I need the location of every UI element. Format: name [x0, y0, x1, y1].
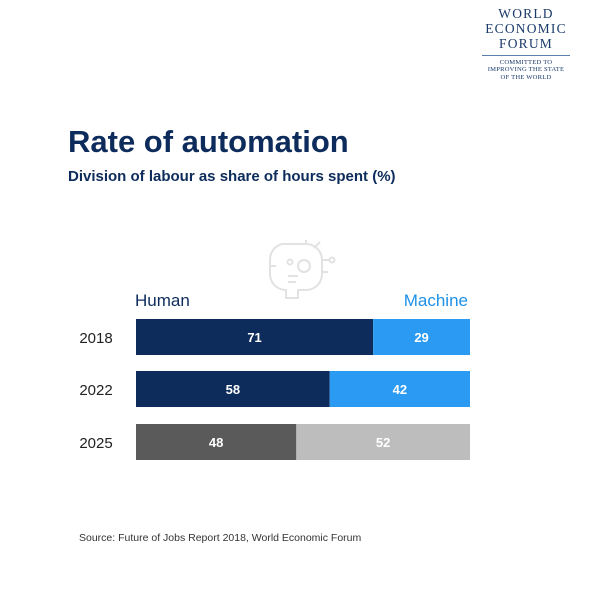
legend-human: Human	[135, 291, 190, 310]
logo-line-1: WORLD	[498, 6, 554, 21]
data-label-human-2018: 71	[247, 330, 261, 345]
bar-machine-2018	[373, 319, 470, 355]
category-label-2025: 2025	[79, 435, 112, 452]
data-label-machine-2025: 52	[376, 435, 390, 450]
logo-line-2: ECONOMIC	[485, 21, 567, 36]
category-label-2022: 2022	[79, 382, 112, 399]
chart-subtitle: Division of labour as share of hours spe…	[68, 168, 396, 185]
bar-machine-2022	[329, 371, 470, 407]
logo-tagline-2: IMPROVING THE STATE	[487, 66, 565, 74]
data-label-machine-2018: 29	[414, 330, 428, 345]
logo-divider	[482, 55, 570, 56]
data-label-machine-2022: 42	[393, 382, 407, 397]
robot-head-icon	[268, 240, 336, 299]
category-label-2018: 2018	[79, 330, 112, 347]
wef-logo: WORLD ECONOMIC FORUM COMMITTED TO IMPROV…	[476, 6, 576, 81]
logo-tagline-3: OF THE WORLD	[500, 73, 552, 81]
bar-human-2025	[136, 424, 297, 460]
bar-machine-2025	[296, 424, 470, 460]
logo-line-3: FORUM	[498, 36, 553, 51]
bar-human-2018	[136, 319, 374, 355]
source-note: Source: Future of Jobs Report 2018, Worl…	[79, 532, 362, 544]
bar-human-2022	[136, 371, 330, 407]
data-label-human-2022: 58	[226, 382, 240, 397]
legend-machine: Machine	[403, 291, 468, 310]
logo-tagline-1: COMMITTED TO	[499, 59, 553, 66]
data-label-human-2025: 48	[209, 435, 223, 450]
chart-title: Rate of automation	[68, 124, 349, 159]
